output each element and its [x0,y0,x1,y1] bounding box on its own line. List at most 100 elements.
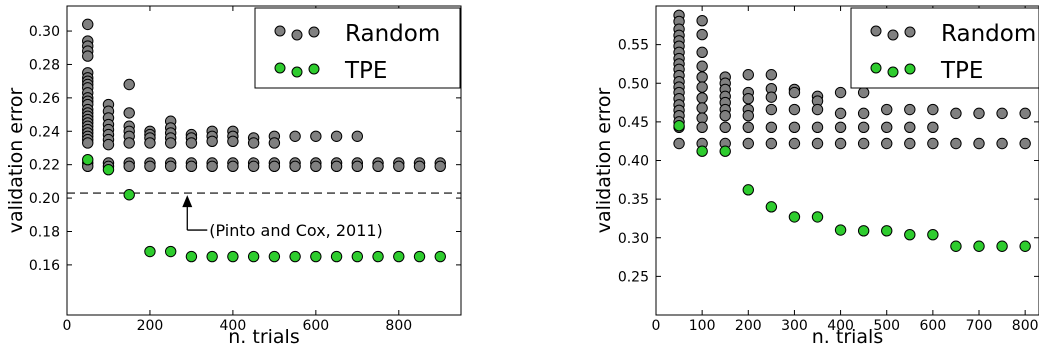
legend-marker-tpe [887,66,899,78]
random-point [144,160,156,173]
tpe-point [310,250,322,263]
random-point [82,18,94,31]
random-point [834,107,847,120]
random-point [330,160,343,173]
random-point [268,137,281,149]
y-axis-label: validation error [593,88,615,234]
y-tick-label: 0.20 [29,191,60,207]
random-point [834,137,847,150]
random-point [834,86,847,99]
random-point [742,69,754,81]
x-tick-label: 800 [1012,318,1039,334]
x-tick-label: 0 [652,318,661,334]
tpe-point [227,250,239,263]
random-point [289,130,301,142]
y-tick-label: 0.55 [618,38,649,54]
random-point [696,102,708,114]
annotation-label: (Pinto and Cox, 2011) [209,221,383,240]
random-point [1019,107,1031,120]
random-point [881,103,893,116]
random-point [164,160,177,173]
random-point [927,103,939,116]
tpe-point [834,224,847,236]
x-tick-label: 100 [689,318,716,334]
x-axis-label: n. trials [228,326,299,348]
tpe-point [247,250,260,263]
random-point [247,137,260,149]
legend-marker-random [291,29,303,41]
y-tick-label: 0.26 [29,91,60,107]
random-point [351,160,364,173]
random-point [164,137,177,149]
x-tick-label: 300 [781,318,808,334]
y-tick-label: 0.25 [618,269,649,285]
random-point [310,160,322,173]
random-point [811,137,824,150]
random-point [742,121,754,133]
random-point [742,109,754,122]
random-point [123,160,135,173]
random-point [289,160,301,173]
tpe-point [881,225,893,237]
random-point [247,160,260,173]
random-point [742,137,754,150]
x-tick-label: 600 [302,318,329,334]
tpe-point [351,250,364,263]
legend-marker-random [274,25,286,37]
random-point [696,92,708,104]
random-point [996,137,1008,150]
legend-marker-tpe [274,62,286,74]
tpe-point [185,250,198,263]
random-point [330,130,343,142]
legend-marker-random [870,25,882,37]
x-tick-label: 600 [920,318,947,334]
x-tick-label: 700 [966,318,993,334]
legend-label-tpe: TPE [344,58,387,84]
random-point [857,107,870,120]
tpe-point [206,250,218,263]
tpe-point [144,245,156,258]
tpe-point [950,240,962,252]
legend-marker-random [308,26,320,38]
tpe-point [82,153,94,166]
random-point [904,137,916,150]
tpe-point [788,211,801,223]
random-point [351,130,364,142]
random-point [268,160,281,173]
y-tick-label: 0.18 [29,224,60,240]
random-point [765,91,778,103]
random-point [788,103,801,116]
random-point [1019,137,1031,150]
tpe-point [1019,240,1031,252]
random-point [123,137,135,149]
annotation-arrowhead [182,195,193,208]
random-point [206,135,218,147]
tpe-point [811,211,824,223]
x-tick-label: 0 [63,318,72,334]
random-point [82,50,94,62]
tpe-point [164,245,177,258]
tpe-point [673,120,685,132]
random-point [696,46,708,59]
x-tick-label: 200 [735,318,762,334]
random-point [696,28,708,41]
tpe-point [413,250,426,263]
random-point [788,86,801,99]
legend-box [254,7,461,89]
random-point [696,81,708,93]
x-tick-label: 400 [220,318,247,334]
random-point [393,160,405,173]
legend-label-random: Random [345,21,440,47]
random-point [788,121,801,133]
tpe-point [696,145,708,157]
tpe-point [765,201,778,213]
legend-marker-tpe [904,63,916,75]
random-point [857,121,870,133]
legend-label-tpe: TPE [940,58,983,84]
random-point [227,160,239,173]
legend-box [850,7,1039,89]
random-point [123,107,135,119]
tpe-point [973,240,985,252]
tpe-point [289,250,301,263]
